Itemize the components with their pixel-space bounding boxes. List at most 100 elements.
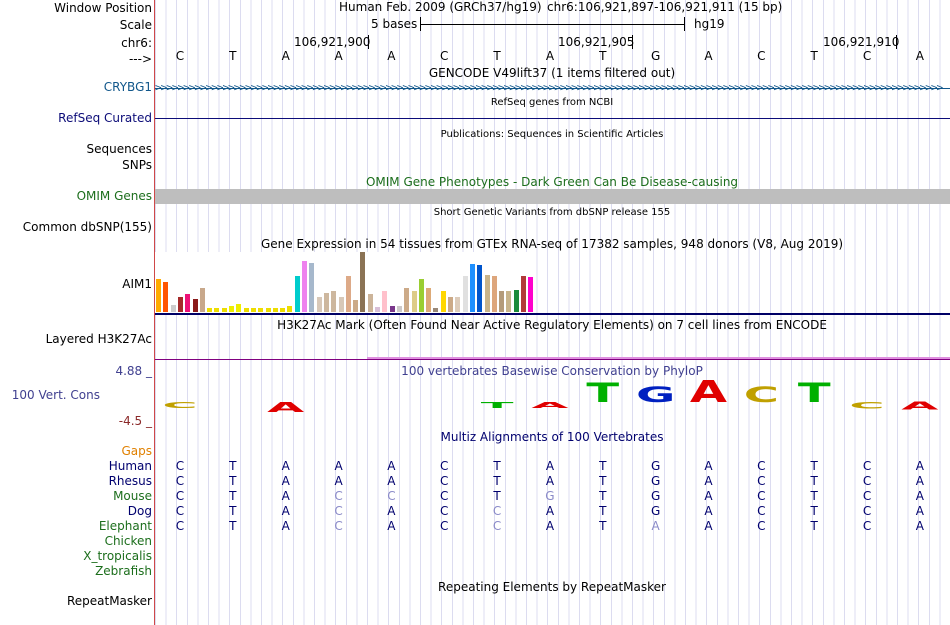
gtex-bar[interactable] bbox=[323, 293, 329, 312]
aligned-base: T bbox=[493, 459, 501, 473]
gtex-bar[interactable] bbox=[177, 297, 183, 312]
species-label[interactable]: Human bbox=[108, 459, 152, 473]
h3k27ac-signal-line[interactable] bbox=[155, 359, 950, 360]
aligned-base: A bbox=[704, 459, 713, 473]
refseq-gene-line[interactable] bbox=[155, 118, 950, 119]
dbsnp-track-title[interactable]: Short Genetic Variants from dbSNP releas… bbox=[433, 207, 671, 218]
gtex-bar[interactable] bbox=[426, 288, 432, 312]
gtex-bar[interactable] bbox=[287, 306, 293, 312]
track-label-h3k27ac[interactable]: Layered H3K27Ac bbox=[45, 332, 152, 346]
h3k27ac-track-title[interactable]: H3K27Ac Mark (Often Found Near Active Re… bbox=[277, 318, 827, 332]
gtex-bar[interactable] bbox=[396, 306, 402, 312]
gtex-bar[interactable] bbox=[484, 275, 490, 312]
gtex-bar[interactable] bbox=[433, 308, 439, 312]
gtex-bar[interactable] bbox=[170, 305, 176, 312]
species-label[interactable]: Rhesus bbox=[108, 474, 152, 488]
aligned-base: A bbox=[281, 504, 290, 518]
species-label[interactable]: Dog bbox=[127, 504, 152, 518]
species-label[interactable]: Zebrafish bbox=[95, 564, 152, 578]
track-label-omim[interactable]: OMIM Genes bbox=[76, 189, 152, 203]
phylop-track-title[interactable]: 100 vertebrates Basewise Conservation by… bbox=[401, 364, 703, 378]
gtex-bar[interactable] bbox=[199, 288, 205, 312]
track-label-dbsnp[interactable]: Common dbSNP(155) bbox=[22, 220, 152, 234]
gtex-bar[interactable] bbox=[367, 294, 373, 312]
gtex-bar[interactable] bbox=[506, 291, 512, 312]
gtex-bar[interactable] bbox=[499, 291, 505, 312]
aligned-base: T bbox=[493, 489, 501, 503]
gtex-bar[interactable] bbox=[309, 263, 315, 312]
track-label-phylop[interactable]: 100 Vert. Cons bbox=[11, 388, 100, 402]
gtex-bar[interactable] bbox=[389, 306, 395, 312]
gtex-bar[interactable] bbox=[207, 308, 213, 312]
gtex-bar[interactable] bbox=[302, 261, 307, 312]
gtex-bar[interactable] bbox=[229, 306, 234, 312]
gtex-bar[interactable] bbox=[221, 308, 227, 312]
gtex-bar[interactable] bbox=[513, 290, 519, 312]
publications-track-title[interactable]: Publications: Sequences in Scientific Ar… bbox=[440, 129, 664, 140]
gtex-bar[interactable] bbox=[156, 279, 161, 312]
gtex-bar[interactable] bbox=[462, 276, 468, 312]
species-label[interactable]: Elephant bbox=[98, 519, 152, 533]
track-label-refseq[interactable]: RefSeq Curated bbox=[58, 111, 152, 125]
gtex-bar[interactable] bbox=[214, 308, 220, 312]
gtex-bar[interactable] bbox=[331, 291, 337, 312]
track-label-gtex[interactable]: AIM1 bbox=[122, 277, 152, 291]
gtex-bar[interactable] bbox=[243, 308, 249, 312]
aligned-base: T bbox=[810, 459, 818, 473]
gtex-bar[interactable] bbox=[360, 252, 366, 312]
track-label-repeatmasker[interactable]: RepeatMasker bbox=[66, 594, 152, 608]
gtex-bar[interactable] bbox=[375, 307, 380, 312]
gtex-bar[interactable] bbox=[491, 276, 497, 312]
gtex-bar[interactable] bbox=[404, 288, 410, 312]
gtex-bar[interactable] bbox=[272, 308, 278, 312]
omim-track-title[interactable]: OMIM Gene Phenotypes - Dark Green Can Be… bbox=[365, 175, 739, 189]
gtex-bar[interactable] bbox=[411, 291, 417, 312]
gtex-bar[interactable] bbox=[236, 304, 242, 312]
gtex-bar[interactable] bbox=[163, 282, 169, 312]
gtex-bar[interactable] bbox=[316, 297, 322, 312]
species-label[interactable]: Mouse bbox=[113, 489, 152, 503]
track-label-snps[interactable]: SNPs bbox=[122, 158, 152, 172]
aligned-base: A bbox=[387, 504, 396, 518]
crybg1-gene-feature[interactable]: >>>>>>>>>>>>>>>>>>>>>>>>>>>>>>>>>>>>>>>>… bbox=[155, 82, 950, 94]
species-label[interactable]: Chicken bbox=[104, 534, 152, 548]
gtex-bar[interactable] bbox=[382, 291, 388, 312]
gtex-bar[interactable] bbox=[528, 277, 534, 312]
gtex-bar[interactable] bbox=[418, 279, 424, 312]
track-label-sequences[interactable]: Sequences bbox=[86, 142, 152, 156]
ref-base: A bbox=[387, 49, 396, 63]
gtex-bar[interactable] bbox=[294, 276, 300, 312]
repeatmasker-track-title[interactable]: Repeating Elements by RepeatMasker bbox=[438, 580, 666, 594]
gtex-bar[interactable] bbox=[469, 264, 475, 312]
gtex-bar[interactable] bbox=[353, 300, 359, 312]
gtex-bar[interactable] bbox=[258, 308, 264, 312]
refseq-track-title[interactable]: RefSeq genes from NCBI bbox=[490, 97, 614, 108]
track-label-crybg1[interactable]: CRYBG1 bbox=[103, 80, 152, 94]
gtex-bar[interactable] bbox=[477, 265, 483, 312]
gtex-bar[interactable] bbox=[250, 308, 256, 312]
gtex-chart[interactable] bbox=[155, 252, 535, 314]
gtex-bar[interactable] bbox=[455, 297, 461, 312]
gtex-bar[interactable] bbox=[448, 297, 453, 312]
gtex-bar[interactable] bbox=[440, 291, 446, 312]
aligned-base: T bbox=[229, 504, 237, 518]
gtex-bar[interactable] bbox=[185, 294, 191, 312]
ref-base: A bbox=[281, 49, 290, 63]
multiz-track-title[interactable]: Multiz Alignments of 100 Vertebrates bbox=[440, 430, 664, 444]
gencode-track-title[interactable]: GENCODE V49lift37 (1 items filtered out) bbox=[428, 66, 676, 80]
aligned-base: A bbox=[915, 459, 924, 473]
gtex-bar[interactable] bbox=[265, 308, 271, 312]
aligned-base: A bbox=[334, 459, 343, 473]
species-label[interactable]: X_tropicalis bbox=[83, 549, 152, 563]
gtex-bar[interactable] bbox=[338, 297, 344, 312]
gtex-bar[interactable] bbox=[345, 276, 351, 312]
aligned-base: A bbox=[281, 459, 290, 473]
gtex-bar[interactable] bbox=[521, 276, 526, 312]
omim-gene-bar[interactable] bbox=[155, 189, 950, 204]
phylop-logo-base: T bbox=[481, 401, 514, 411]
gtex-bar[interactable] bbox=[280, 308, 286, 312]
gtex-bar[interactable] bbox=[192, 299, 198, 312]
track-label-gaps[interactable]: Gaps bbox=[121, 444, 152, 458]
gtex-track-title[interactable]: Gene Expression in 54 tissues from GTEx … bbox=[260, 237, 844, 251]
